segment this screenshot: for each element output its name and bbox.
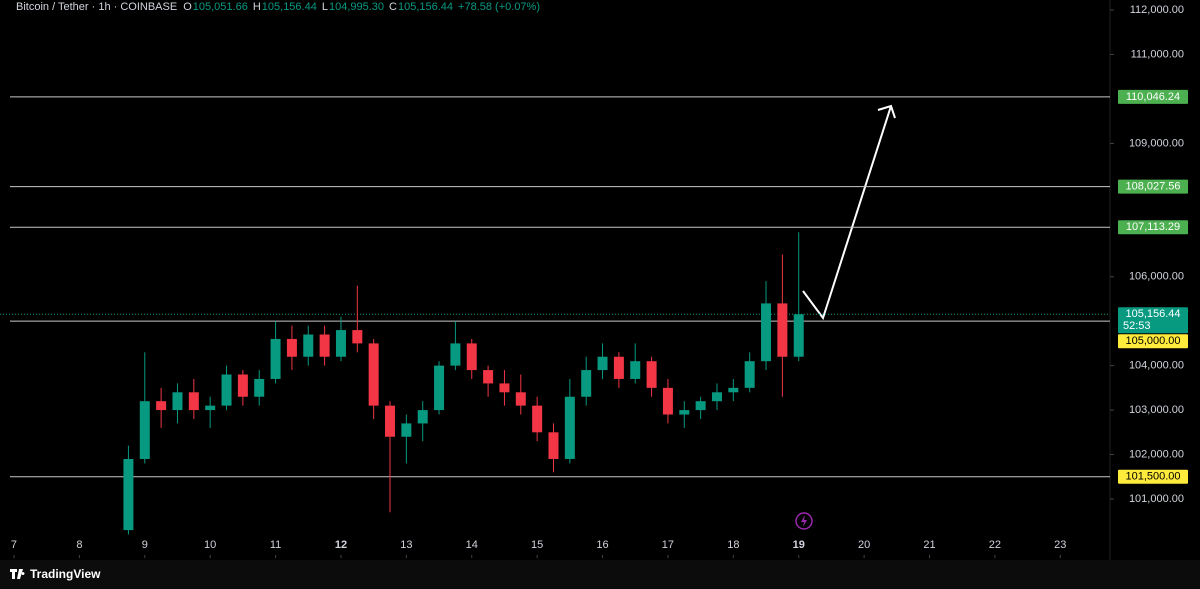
x-tick-label: 11 [270,539,281,551]
price-tag-label: 107,113.29 [1126,221,1180,233]
candle-body [499,383,510,393]
candle-body [581,370,592,397]
x-tick-label: 9 [142,539,148,551]
candle-body [744,361,755,388]
y-tick-label: 111,000.00 [1131,48,1184,60]
x-tick-label: 8 [76,539,82,551]
price-tag [1118,469,1188,484]
candle-body [777,303,788,357]
y-tick-label: 106,000.00 [1129,271,1184,283]
candle-body [761,303,772,362]
candle-body [401,423,412,437]
candle-body [483,370,494,384]
footer-bar [0,560,1200,589]
candle-body [711,392,722,402]
price-tag-label: 105,000.00 [1125,335,1180,347]
price-tag-label: 110,046.24 [1126,91,1180,103]
x-tick-label: 21 [923,539,935,551]
alert-icon [795,512,813,530]
change: +78.58 (+0.07%) [458,1,540,13]
candle-body [385,405,396,437]
tradingview-logo [10,569,25,579]
x-tick-label: 19 [793,539,805,551]
projection-arrow [802,104,896,321]
candle-body [368,343,379,406]
y-tick-label: 104,000.00 [1129,360,1184,372]
ohlc-key: L [322,1,328,13]
candle-body [303,334,314,357]
ohlc-key: H [253,1,261,13]
candle-body [662,387,673,415]
candle-body [270,338,281,379]
ohlc-key: O [183,1,192,13]
x-tick-label: 15 [531,539,543,551]
candle-body [646,361,657,388]
candle-body [319,334,330,357]
price-tag-label: 105,156.44 [1125,308,1180,320]
candle-body [679,410,690,415]
y-tick-label: 101,000.00 [1129,493,1184,505]
candle-body [450,343,461,366]
candle-body [237,374,248,397]
x-tick-label: 16 [596,539,608,551]
candle-body [123,458,134,531]
candle-body [139,401,150,459]
y-tick-label: 102,000.00 [1129,448,1184,460]
y-tick-label: 103,000.00 [1129,404,1184,416]
candle-body [597,356,608,371]
ohlc-key: C [389,1,397,13]
candle-body [188,392,199,411]
candle-body [728,387,739,393]
candle-body [254,378,265,397]
candle-body [172,392,183,411]
candle-body [417,410,428,424]
candle-body [466,343,477,371]
price-tag-label: 108,027.56 [1125,180,1180,192]
countdown: 52:53 [1123,320,1151,332]
candle-body [630,361,641,379]
price-tag [1118,307,1188,334]
candle-body [548,432,559,459]
price-tag [1118,220,1188,235]
candle-body [286,338,297,357]
price-tag [1118,334,1188,349]
x-tick-label: 7 [11,539,17,551]
x-tick-label: 20 [858,539,870,551]
ohlc-value: 105,051.66 [193,1,248,13]
x-tick-label: 13 [400,539,412,551]
symbol: Bitcoin / Tether · 1h · COINBASE [16,1,177,13]
ohlc-value: 105,156.44 [262,1,317,13]
ohlc-value: 104,995.30 [329,1,384,13]
ohlc-value: 105,156.44 [398,1,453,13]
price-tag-label: 101,500.00 [1125,471,1180,483]
x-tick-label: 12 [335,539,347,551]
candle-body [205,405,216,411]
candle-body [532,405,543,433]
y-tick-label: 112,000.00 [1130,4,1184,16]
x-tick-label: 17 [662,539,674,551]
candle-body [156,401,167,411]
candle-body [564,396,575,459]
candle-body [515,392,526,406]
x-tick-label: 23 [1054,539,1066,551]
x-tick-label: 10 [204,539,216,551]
x-tick-label: 18 [727,539,739,551]
candle-body [352,330,363,344]
x-tick-label: 14 [466,539,478,551]
y-tick-label: 109,000.00 [1129,137,1184,149]
price-tag [1118,89,1188,104]
x-tick-label: 22 [989,539,1001,551]
candle-body [335,330,346,357]
price-tag [1118,179,1188,194]
candle-body [793,314,804,357]
candle-body [434,365,445,411]
candle-body [695,401,706,411]
brand: TradingView [30,567,101,581]
candle-body [613,356,624,379]
candle-body [221,374,232,406]
